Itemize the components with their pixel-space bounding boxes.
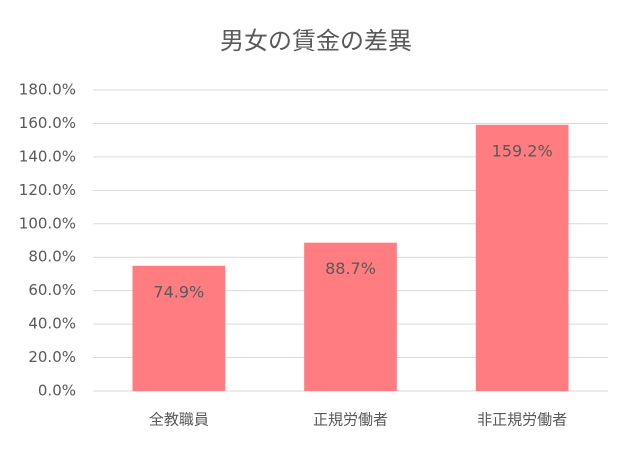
value-label: 88.7% (325, 259, 376, 278)
y-tick-label: 40.0% (28, 315, 76, 333)
x-tick-label: 非正規労働者 (477, 411, 567, 429)
y-tick-label: 0.0% (38, 382, 76, 400)
y-tick-label: 60.0% (28, 281, 76, 299)
bar (304, 242, 397, 391)
y-tick-label: 160.0% (19, 114, 76, 132)
y-tick-label: 80.0% (28, 248, 76, 266)
bar (132, 265, 226, 391)
y-tick-label: 180.0% (19, 81, 76, 99)
y-tick-label: 140.0% (19, 147, 76, 165)
bar (475, 124, 569, 391)
value-label: 159.2% (492, 141, 553, 160)
chart-title: 男女の賃金の差異 (220, 27, 412, 55)
value-label: 74.9% (153, 282, 204, 301)
y-tick-label: 100.0% (19, 214, 76, 232)
y-tick-label: 20.0% (28, 348, 76, 366)
y-tick-label: 120.0% (19, 181, 76, 199)
x-tick-label: 全教職員 (149, 411, 209, 429)
x-tick-label: 正規労働者 (313, 411, 388, 429)
